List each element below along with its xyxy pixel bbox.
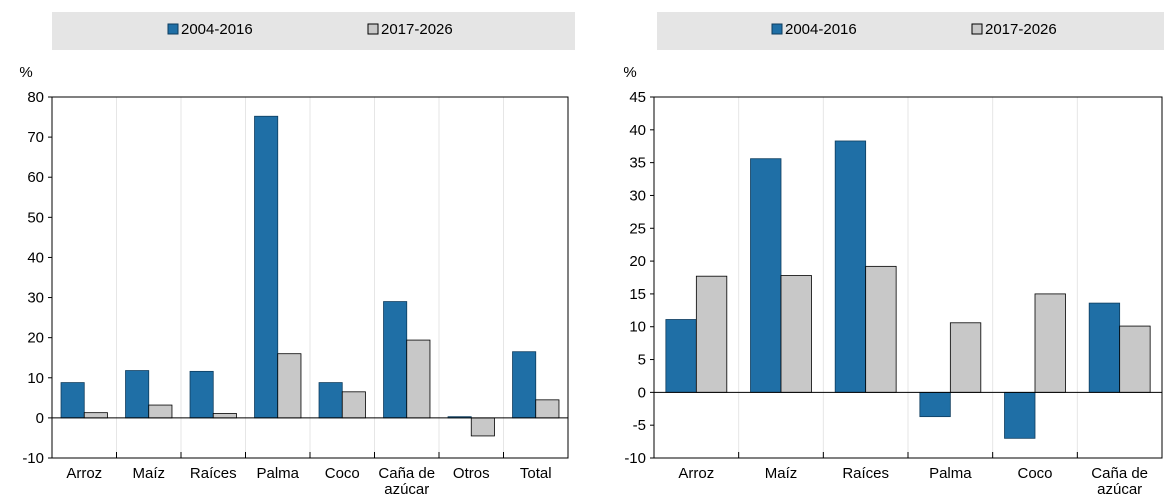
- bar-series2-6: [1119, 325, 1151, 393]
- y-tick-label: -10: [624, 450, 646, 467]
- x-tick-label: azúcar: [1097, 481, 1142, 498]
- bar-series1-1: [60, 382, 85, 419]
- plot-frame: [653, 96, 1163, 459]
- y-axis-label: %: [19, 64, 32, 81]
- bar-series2-2: [780, 275, 812, 393]
- bar-series1-1: [665, 319, 697, 393]
- legend-swatch-1: [167, 23, 179, 35]
- y-tick-label: -10: [22, 450, 44, 467]
- x-tick-label: Coco: [325, 465, 360, 482]
- bar-series2-6: [406, 339, 431, 419]
- x-tick-label: Arroz: [678, 465, 714, 482]
- legend-swatch-1: [771, 23, 783, 35]
- legend-label-2: 2017-2026: [381, 21, 453, 38]
- bar-series2-1: [83, 412, 108, 419]
- bar-series1-2: [750, 158, 782, 393]
- y-tick-label: 70: [27, 129, 44, 146]
- bar-series1-2: [125, 370, 150, 419]
- plot-frame: [51, 96, 569, 459]
- y-tick-label: 30: [27, 290, 44, 307]
- bar-series1-6: [1088, 302, 1121, 393]
- bar-series2-1: [695, 275, 728, 393]
- y-tick-label: 40: [27, 249, 44, 266]
- y-tick-label: 35: [629, 155, 646, 172]
- bar-series1-4: [254, 115, 279, 419]
- legend: 2004-2016 2017-2026: [657, 12, 1164, 50]
- y-tick-label: 10: [629, 319, 646, 336]
- y-tick-label: 15: [629, 286, 646, 303]
- y-tick-label: 20: [27, 330, 44, 347]
- bar-series2-4: [949, 322, 982, 393]
- y-tick-label: 45: [629, 89, 646, 106]
- y-tick-label: 30: [629, 187, 646, 204]
- y-tick-label: 60: [27, 169, 44, 186]
- x-tick-label: Maíz: [765, 465, 798, 482]
- y-tick-label: 80: [27, 89, 44, 106]
- legend-label-2: 2017-2026: [985, 21, 1057, 38]
- y-tick-label: 5: [638, 352, 646, 369]
- x-tick-label: Raíces: [842, 465, 889, 482]
- y-tick-label: -5: [633, 417, 646, 434]
- legend-label-1: 2004-2016: [181, 21, 253, 38]
- bar-series2-2: [148, 404, 173, 419]
- legend: 2004-2016 2017-2026: [52, 12, 575, 50]
- bar-series2-4: [277, 353, 302, 419]
- legend-swatch-2: [971, 23, 983, 35]
- bar-series1-4: [919, 391, 951, 418]
- y-tick-label: 20: [629, 253, 646, 270]
- bar-series1-3: [189, 370, 214, 419]
- x-tick-label: Palma: [929, 465, 972, 482]
- x-tick-label: Otros: [453, 465, 490, 482]
- bar-series1-6: [383, 301, 408, 419]
- bar-series1-5: [318, 382, 343, 419]
- legend-background: [52, 12, 575, 50]
- legend-label-1: 2004-2016: [785, 21, 857, 38]
- y-tick-label: 25: [629, 220, 646, 237]
- bar-series2-3: [865, 265, 897, 393]
- x-tick-label: azúcar: [384, 481, 429, 498]
- x-tick-label: Arroz: [66, 465, 102, 482]
- legend-background: [657, 12, 1164, 50]
- x-tick-label: Caña de: [378, 465, 435, 482]
- bar-series2-3: [212, 413, 237, 419]
- bar-series1-3: [834, 140, 867, 393]
- x-tick-label: Caña de: [1091, 465, 1148, 482]
- x-tick-label: Palma: [256, 465, 299, 482]
- bar-series1-5: [1004, 391, 1036, 439]
- bar-series2-7: [470, 417, 495, 437]
- x-tick-label: Raíces: [190, 465, 237, 482]
- x-tick-label: Total: [520, 465, 552, 482]
- bar-series1-8: [512, 351, 537, 419]
- y-tick-label: 10: [27, 370, 44, 387]
- chart-2: 2004-2016 2017-2026% -10 -5 0 5 10 15 20 25 30 35 40…: [623, 12, 1164, 498]
- x-tick-label: Maíz: [132, 465, 165, 482]
- y-tick-label: 0: [36, 410, 44, 427]
- bar-series2-5: [1034, 293, 1066, 393]
- chart-1: 2004-2016 2017-2026% -10 0 10 20 30 40 50 60 70 80 A…: [19, 12, 575, 498]
- legend-swatch-2: [367, 23, 379, 35]
- bar-series2-8: [535, 399, 560, 419]
- y-tick-label: 40: [629, 122, 646, 139]
- bar-series2-5: [341, 391, 366, 419]
- y-tick-label: 0: [638, 384, 646, 401]
- y-tick-label: 50: [27, 209, 44, 226]
- x-tick-label: Coco: [1017, 465, 1052, 482]
- y-axis-label: %: [623, 64, 636, 81]
